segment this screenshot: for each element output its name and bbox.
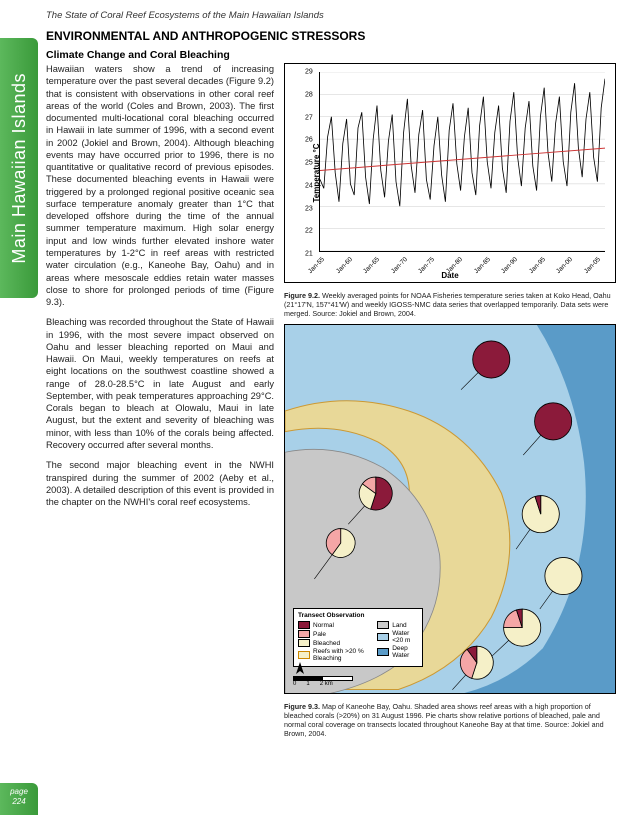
legend-item: Water <20 m	[377, 630, 418, 644]
legend-item: Normal	[298, 621, 373, 629]
caption-text: Weekly averaged points for NOAA Fisherie…	[284, 291, 611, 318]
temperature-line-chart	[320, 72, 605, 251]
map-legend: Transect Observation NormalPaleBleachedR…	[293, 608, 423, 667]
page-number-box: page 224	[0, 783, 38, 815]
legend-item: Bleached	[298, 639, 373, 647]
xtick: Jan-00	[555, 256, 574, 275]
running-header: The State of Coral Reef Ecosystems of th…	[46, 10, 616, 21]
ytick: 26	[305, 137, 313, 144]
scale-2: 2	[320, 681, 323, 687]
north-arrow-icon	[293, 662, 307, 676]
paragraph: Hawaiian waters show a trend of increasi…	[46, 63, 274, 308]
ytick: 23	[305, 205, 313, 212]
scale-1: 1	[306, 681, 309, 687]
caption-text: Map of Kaneohe Bay, Oahu. Shaded area sh…	[284, 702, 604, 738]
legend-title: Transect Observation	[298, 612, 418, 619]
two-column-layout: Hawaiian waters show a trend of increasi…	[46, 63, 616, 738]
xtick: Jan-65	[362, 256, 381, 275]
chart-plot-area	[319, 72, 605, 252]
xtick: Jan-60	[335, 256, 354, 275]
xtick: Jan-70	[390, 256, 409, 275]
legend-item: Land	[377, 621, 418, 629]
paragraph: The second major bleaching event in the …	[46, 459, 274, 508]
ytick: 25	[305, 160, 313, 167]
legend-item: Pale	[298, 630, 373, 638]
ytick: 29	[305, 69, 313, 76]
xtick: Jan-95	[528, 256, 547, 275]
page-label: page	[0, 787, 38, 797]
section-tab: Main Hawaiian Islands	[0, 38, 38, 298]
xtick: Jan-05	[583, 256, 602, 275]
page-content: The State of Coral Reef Ecosystems of th…	[46, 10, 616, 805]
figure-9-3: Transect Observation NormalPaleBleachedR…	[284, 324, 616, 694]
xtick: Jan-75	[417, 256, 436, 275]
legend-item: Reefs with >20 % Bleaching	[298, 648, 373, 662]
paragraph: Bleaching was recorded throughout the St…	[46, 316, 274, 451]
figures-column: Temperature °C Date 212223242526272829 J…	[284, 63, 616, 738]
ytick: 27	[305, 114, 313, 121]
subsection-title: Climate Change and Coral Bleaching	[46, 49, 616, 61]
xtick: Jan-90	[500, 256, 519, 275]
figure-label: Figure 9.2.	[284, 291, 320, 300]
ytick: 22	[305, 228, 313, 235]
ytick: 24	[305, 182, 313, 189]
figure-label: Figure 9.3.	[284, 702, 320, 711]
xtick: Jan-55	[307, 256, 326, 275]
map-scalebar: 0 1 2 km	[293, 662, 353, 687]
legend-item: Deep Water	[377, 645, 418, 659]
figure-9-3-caption: Figure 9.3. Map of Kaneohe Bay, Oahu. Sh…	[284, 702, 616, 738]
ytick: 21	[305, 251, 313, 258]
body-text-column: Hawaiian waters show a trend of increasi…	[46, 63, 274, 738]
figure-9-2: Temperature °C Date 212223242526272829 J…	[284, 63, 616, 283]
scale-0: 0	[293, 681, 296, 687]
ytick: 28	[305, 91, 313, 98]
xtick: Jan-85	[473, 256, 492, 275]
page-number: 224	[0, 797, 38, 807]
section-title: ENVIRONMENTAL AND ANTHROPOGENIC STRESSOR…	[46, 29, 616, 43]
figure-9-2-caption: Figure 9.2. Weekly averaged points for N…	[284, 291, 616, 318]
section-tab-label: Main Hawaiian Islands	[9, 73, 30, 264]
scale-unit: km	[325, 681, 333, 687]
